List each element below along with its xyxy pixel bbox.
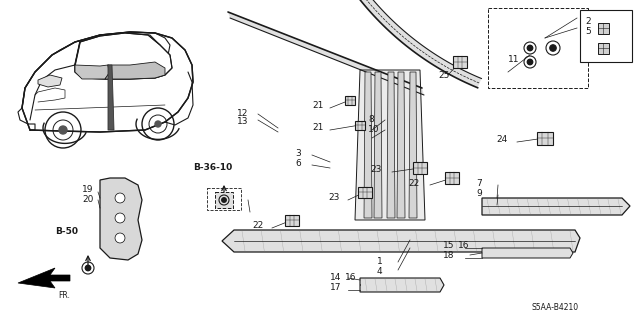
Circle shape [115, 233, 125, 243]
Text: 16: 16 [458, 241, 470, 250]
Text: 5: 5 [585, 27, 591, 36]
Polygon shape [397, 72, 405, 218]
Text: 16: 16 [345, 273, 356, 283]
Polygon shape [409, 72, 417, 218]
Bar [358, 187, 372, 197]
Polygon shape [22, 32, 193, 132]
Circle shape [221, 198, 227, 202]
Bar [488, 8, 588, 88]
Polygon shape [308, 0, 481, 88]
Text: 3: 3 [295, 150, 301, 159]
Text: B-36-10: B-36-10 [193, 164, 232, 173]
Text: 13: 13 [237, 116, 248, 125]
Bar [453, 56, 467, 68]
Polygon shape [18, 268, 70, 288]
Polygon shape [482, 248, 573, 258]
Text: 22: 22 [408, 180, 419, 189]
Polygon shape [75, 65, 110, 79]
Bar [445, 172, 459, 184]
Bar [413, 162, 427, 174]
Text: 24: 24 [496, 136, 508, 145]
Polygon shape [222, 230, 580, 252]
Text: 23: 23 [328, 194, 339, 203]
Text: 14: 14 [330, 273, 341, 283]
Polygon shape [100, 178, 142, 260]
Polygon shape [105, 62, 165, 79]
Polygon shape [75, 33, 172, 79]
Text: B-50: B-50 [55, 227, 78, 236]
Text: 11: 11 [508, 56, 520, 64]
Bar [215, 192, 233, 208]
Text: 8: 8 [368, 115, 374, 123]
Text: S5AA-B4210: S5AA-B4210 [532, 303, 579, 313]
Text: 9: 9 [476, 189, 482, 197]
Polygon shape [374, 72, 382, 218]
Text: 6: 6 [295, 160, 301, 168]
Bar [207, 188, 241, 210]
Text: FR.: FR. [58, 291, 70, 300]
Text: 10: 10 [368, 124, 380, 133]
Polygon shape [38, 75, 62, 87]
Text: 17: 17 [330, 284, 342, 293]
Bar [537, 131, 553, 145]
Text: 20: 20 [82, 196, 93, 204]
Circle shape [115, 193, 125, 203]
Text: 25: 25 [438, 71, 449, 80]
Polygon shape [355, 70, 425, 220]
Text: 15: 15 [443, 241, 454, 250]
Text: 18: 18 [443, 251, 454, 261]
Text: 19: 19 [82, 186, 93, 195]
Circle shape [550, 45, 556, 51]
Circle shape [115, 213, 125, 223]
Circle shape [85, 265, 91, 271]
Bar [355, 121, 365, 130]
Text: 22: 22 [252, 221, 263, 231]
Text: 4: 4 [377, 266, 383, 276]
Text: 12: 12 [237, 108, 248, 117]
Text: 23: 23 [370, 166, 381, 174]
Text: 7: 7 [476, 179, 482, 188]
Polygon shape [108, 65, 114, 130]
Polygon shape [360, 278, 444, 292]
Text: 1: 1 [377, 256, 383, 265]
Circle shape [59, 126, 67, 134]
Polygon shape [228, 12, 424, 95]
Circle shape [527, 59, 532, 65]
Text: 2: 2 [585, 18, 591, 26]
Circle shape [527, 45, 532, 51]
Text: 21: 21 [312, 123, 323, 132]
Polygon shape [387, 72, 395, 218]
Polygon shape [364, 72, 372, 218]
Bar [580, 10, 632, 62]
Polygon shape [482, 198, 630, 215]
Bar [345, 95, 355, 105]
Circle shape [155, 121, 161, 127]
Polygon shape [75, 33, 160, 66]
Bar [598, 42, 609, 54]
Bar [285, 214, 299, 226]
Bar [598, 23, 609, 33]
Text: 21: 21 [312, 101, 323, 110]
